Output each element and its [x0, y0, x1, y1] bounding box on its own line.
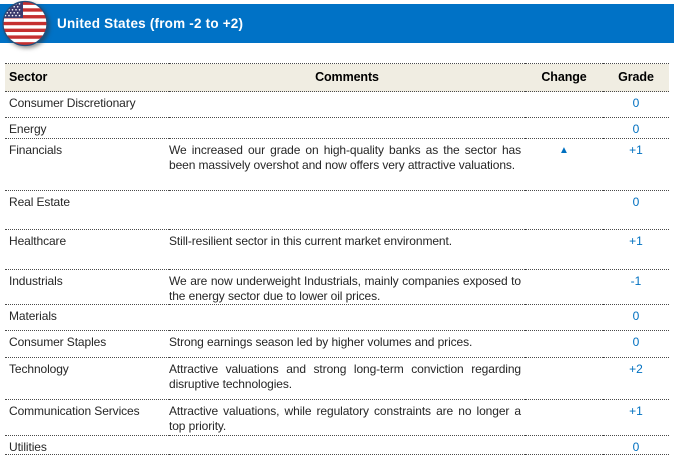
grade-cell: +1	[629, 143, 643, 157]
table-row: Healthcare Still-resilient sector in thi…	[5, 230, 669, 270]
grade-cell: 0	[632, 96, 640, 110]
grade-cell: 0	[632, 309, 640, 323]
grade-cell: -1	[630, 274, 642, 288]
column-header-comments: Comments	[169, 63, 525, 92]
sector-cell: Healthcare	[9, 234, 67, 248]
change-cell	[525, 191, 603, 230]
table-row: Consumer Staples Strong earnings season …	[5, 331, 669, 358]
column-header-change: Change	[525, 63, 603, 92]
change-cell	[525, 331, 603, 358]
table-header-row: Sector Comments Change Grade	[5, 63, 669, 92]
table-row: Industrials We are now underweight Indus…	[5, 270, 669, 305]
sector-cell: Utilities	[9, 440, 47, 454]
change-cell	[525, 118, 603, 139]
table-row: Technology Attractive valuations and str…	[5, 358, 669, 400]
comments-cell: Strong earnings season led by higher vol…	[169, 335, 473, 349]
grade-cell: 0	[632, 195, 640, 209]
comments-cell: Attractive valuations, while regulatory …	[169, 404, 521, 433]
comments-cell: Still-resilient sector in this current m…	[169, 234, 452, 248]
sector-cell: Consumer Discretionary	[9, 96, 136, 110]
table-row: Utilities 0	[5, 436, 669, 455]
sector-table-body: Consumer Discretionary 0 Energy 0 Financ…	[5, 92, 669, 455]
comments-cell	[169, 191, 525, 230]
us-flag-icon	[1, 0, 49, 48]
sector-cell: Financials	[9, 143, 63, 157]
sector-cell: Technology	[9, 362, 69, 376]
change-cell	[525, 230, 603, 270]
change-cell	[525, 92, 603, 118]
grade-cell: +1	[629, 404, 643, 418]
change-cell	[525, 436, 603, 455]
change-cell: ▲	[559, 145, 569, 156]
table-row: Financials We increased our grade on hig…	[5, 139, 669, 191]
sector-cell: Energy	[9, 122, 47, 136]
grade-cell: +1	[629, 234, 643, 248]
change-cell	[525, 305, 603, 331]
table-row: Energy 0	[5, 118, 669, 139]
table-row: Materials 0	[5, 305, 669, 331]
comments-cell: Attractive valuations and strong long-te…	[169, 362, 521, 391]
comments-cell: We are now underweight Industrials, main…	[169, 274, 521, 303]
grade-cell: +2	[629, 362, 643, 376]
sector-cell: Consumer Staples	[9, 335, 107, 349]
table-row: Consumer Discretionary 0	[5, 92, 669, 118]
country-title-bar: United States (from -2 to +2)	[0, 4, 674, 43]
sector-grades-table: Sector Comments Change Grade Consumer Di…	[5, 63, 669, 455]
comments-cell	[169, 92, 525, 118]
column-header-grade: Grade	[603, 63, 669, 92]
comments-cell	[169, 436, 525, 455]
sector-cell: Industrials	[9, 274, 63, 288]
table-row: Real Estate 0	[5, 191, 669, 230]
sector-cell: Communication Services	[9, 404, 140, 418]
page-title: United States (from -2 to +2)	[57, 16, 244, 31]
comments-cell	[169, 305, 525, 331]
table-row: Communication Services Attractive valuat…	[5, 400, 669, 436]
sector-cell: Materials	[9, 309, 57, 323]
change-cell	[525, 270, 603, 305]
change-cell	[525, 400, 603, 436]
comments-cell	[169, 118, 525, 139]
grade-cell: 0	[632, 335, 640, 349]
column-header-sector: Sector	[5, 63, 169, 92]
comments-cell: We increased our grade on high-quality b…	[169, 143, 521, 172]
sector-cell: Real Estate	[9, 195, 70, 209]
grade-cell: 0	[632, 122, 640, 136]
change-cell	[525, 358, 603, 400]
grade-cell: 0	[632, 440, 640, 454]
